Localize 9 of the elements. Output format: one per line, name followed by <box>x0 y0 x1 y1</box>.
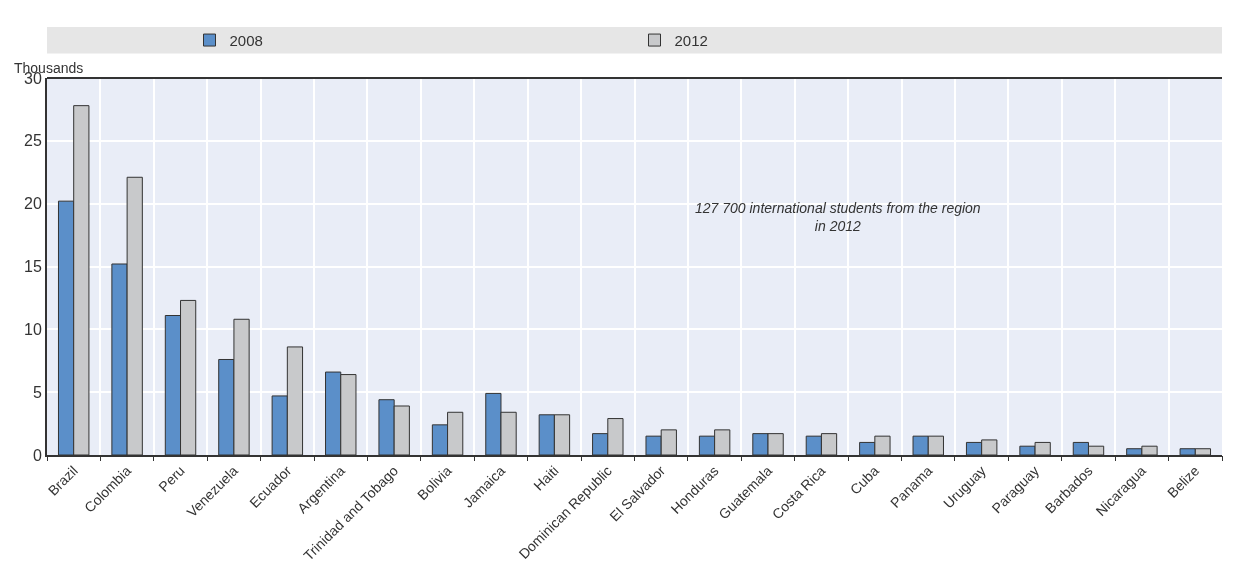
legend-label: 2008 <box>229 31 263 49</box>
y-tick-label: 25 <box>24 132 42 150</box>
y-tick-label: 15 <box>24 258 42 276</box>
annotation: 127 700 international students from the region in 2012 <box>695 200 981 235</box>
y-tick-label: 0 <box>32 446 42 464</box>
y-tick-label: 5 <box>32 383 42 401</box>
y-tick-label: 20 <box>24 195 42 213</box>
y-tick-label: 10 <box>24 320 42 338</box>
legend-label: 2012 <box>674 31 708 49</box>
